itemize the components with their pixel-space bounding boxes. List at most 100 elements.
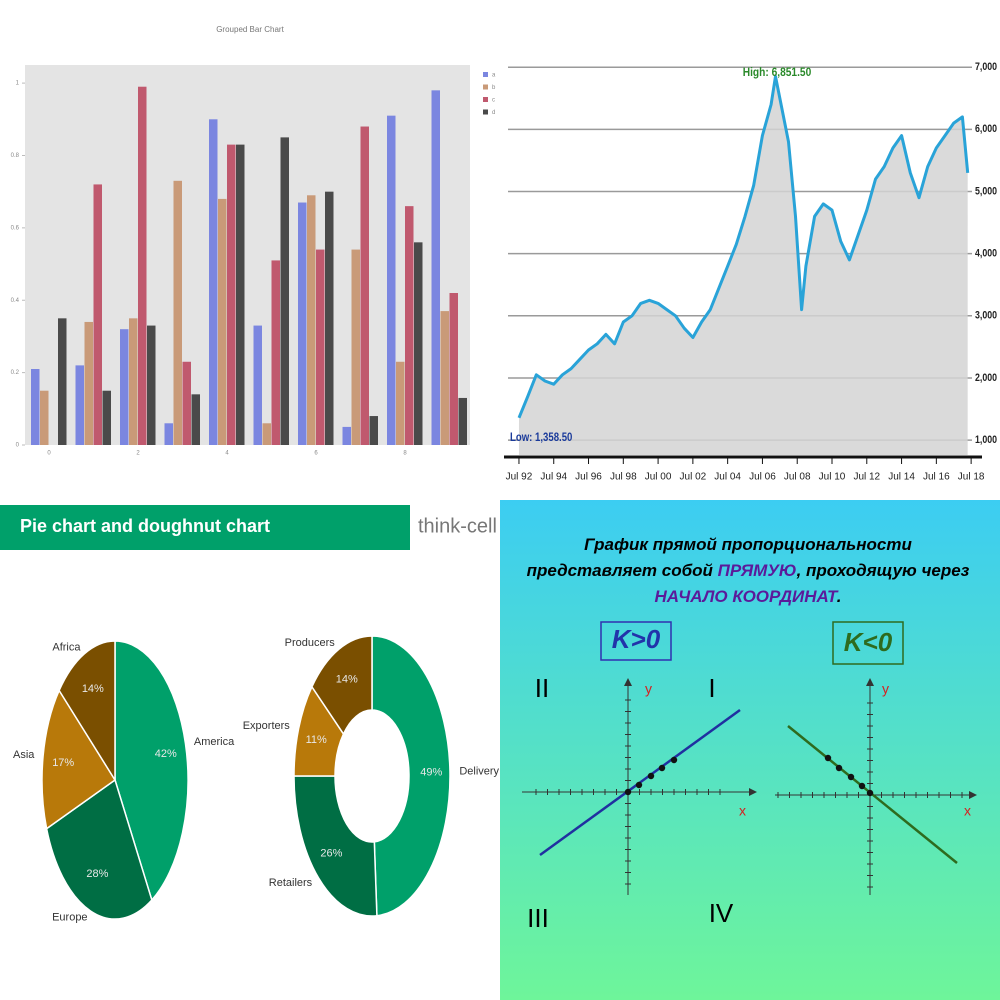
y-tick-label: 0.2 — [11, 370, 20, 376]
bar — [209, 119, 218, 446]
value-label: 17% — [52, 757, 74, 769]
graph-label: K<0 — [844, 627, 893, 657]
x-tick-label: Jul 98 — [610, 472, 637, 483]
bar — [440, 311, 449, 445]
point — [624, 788, 632, 796]
bar — [369, 416, 378, 445]
label-box — [832, 621, 904, 665]
bar — [449, 293, 458, 445]
quadrant-label: IV — [709, 898, 734, 928]
legend-label: b — [492, 85, 496, 91]
bar — [31, 369, 40, 445]
y-tick-label: 0.8 — [11, 153, 20, 159]
diagram: График прямой пропорциональности предста… — [522, 535, 977, 933]
y-tick-label: 1,000 — [975, 434, 997, 446]
y-tick-label: 0 — [16, 443, 20, 449]
point — [658, 764, 666, 772]
x-tick-label: 4 — [225, 451, 229, 457]
bar — [173, 180, 182, 446]
bar — [271, 260, 280, 445]
line — [517, 74, 970, 419]
slice — [311, 635, 373, 736]
bar — [58, 318, 67, 445]
category-label: Asia — [13, 749, 35, 761]
bar — [120, 329, 129, 445]
bar — [236, 144, 245, 445]
bar — [360, 126, 369, 446]
slice — [114, 640, 189, 902]
heading-text: , проходящую через — [796, 561, 970, 580]
axis-ticks — [535, 699, 963, 888]
quadrant-label: I — [708, 673, 715, 703]
chart-title: Pie chart and doughnut chart — [20, 516, 270, 536]
bar — [147, 325, 156, 445]
bar — [93, 184, 102, 445]
bar — [40, 390, 49, 445]
bar — [253, 325, 262, 445]
category-label: Europe — [52, 911, 87, 923]
heading-text: График прямой пропорциональности — [584, 535, 912, 554]
chart-title: Grouped Bar Chart — [216, 25, 284, 34]
heading-highlight: ПРЯМУЮ — [718, 561, 797, 580]
label-box — [600, 621, 672, 661]
bar — [298, 202, 307, 445]
value-label: 49% — [420, 767, 442, 779]
point — [835, 764, 843, 772]
value-label: 14% — [82, 683, 104, 695]
category-label: Producers — [285, 637, 336, 649]
x-tick-label: 2 — [136, 451, 140, 457]
point — [670, 756, 678, 764]
bar — [75, 365, 84, 445]
graph-label: K>0 — [612, 624, 661, 654]
quadrant-label: II — [535, 673, 549, 703]
arrow — [969, 791, 977, 799]
x-tick-label: Jul 00 — [645, 472, 672, 483]
x-tick-label: Jul 10 — [819, 472, 846, 483]
bar — [262, 423, 271, 445]
point — [858, 782, 866, 790]
x-tick-label: Jul 02 — [680, 472, 707, 483]
quadrant-label: III — [527, 903, 549, 933]
point — [824, 754, 832, 762]
x-tick-label: 6 — [314, 451, 318, 457]
x-tick-label: Jul 06 — [749, 472, 776, 483]
bar — [227, 144, 236, 445]
value-label: 14% — [336, 674, 358, 686]
category-label: Retailers — [269, 877, 313, 889]
bar — [191, 394, 200, 445]
heading-line: НАЧАЛО КООРДИНАТ. — [654, 587, 841, 606]
legend-swatch — [483, 109, 488, 115]
slice — [58, 640, 116, 783]
bar — [316, 249, 325, 445]
point — [847, 773, 855, 781]
bar — [405, 206, 414, 445]
x-tick-label: Jul 14 — [888, 472, 915, 483]
y-tick-label: 0.4 — [11, 298, 20, 304]
point — [635, 781, 643, 789]
category-label: Delivery — [459, 765, 499, 777]
slice — [371, 635, 451, 917]
axis-label: x — [739, 803, 746, 819]
legend-label: d — [492, 110, 495, 116]
legend-swatch — [483, 97, 488, 102]
y-tick-label: 4,000 — [975, 248, 997, 260]
legend-swatch — [483, 72, 488, 77]
axis-label: y — [645, 681, 652, 697]
bar — [218, 198, 227, 445]
annotation: High: 6,851.50 — [743, 66, 812, 79]
arrow — [866, 678, 874, 686]
header-bar — [0, 505, 410, 550]
slice — [293, 775, 378, 917]
legend-label: c — [492, 98, 495, 104]
y-tick-label: 1 — [16, 81, 20, 87]
bar — [351, 249, 360, 445]
area — [518, 76, 968, 456]
heading-line: представляет собой ПРЯМУЮ, проходящую че… — [527, 561, 970, 580]
x-tick-label: Jul 16 — [923, 472, 950, 483]
y-tick-label: 6,000 — [975, 123, 997, 135]
x-tick-label: Jul 94 — [540, 472, 567, 483]
category-label: America — [194, 736, 235, 748]
heading-highlight: НАЧАЛО КООРДИНАТ — [654, 587, 839, 606]
legend-label: a — [492, 73, 496, 79]
